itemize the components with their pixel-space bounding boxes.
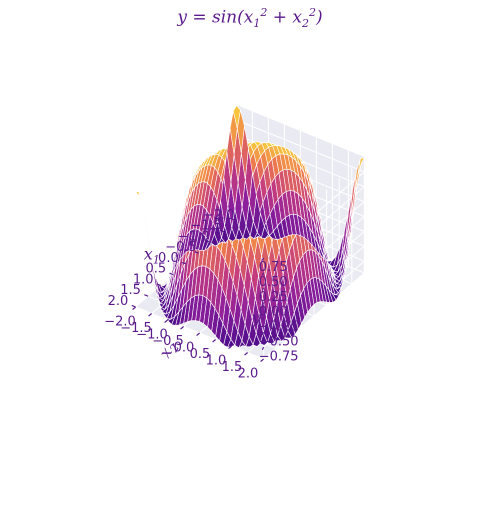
- y-tick-mark: [180, 326, 184, 330]
- y-tick-label: 0.5: [190, 347, 211, 362]
- z-tick-label: −0.50: [259, 334, 299, 349]
- y-tick-label: −2.0: [104, 314, 136, 329]
- z-axis-label: y: [251, 308, 262, 327]
- y-tick-label: −1.5: [120, 321, 152, 336]
- y-tick-mark: [244, 352, 248, 356]
- y-tick-mark: [212, 339, 216, 343]
- z-tick-label: 0.50: [259, 275, 288, 290]
- x-tick-mark: [219, 229, 225, 233]
- z-tick-label: 0.25: [259, 290, 288, 305]
- y-tick-label: −1.0: [136, 327, 168, 342]
- z-tick-label: −0.75: [259, 349, 299, 364]
- x-tick-label: 1.0: [133, 272, 154, 287]
- z-tick-label: 0.00: [259, 305, 288, 320]
- x-tick-mark: [194, 251, 199, 254]
- z-tick-mark: [261, 317, 265, 321]
- y-tick-label: 0.0: [174, 340, 195, 355]
- x-tick-label: 1.5: [120, 283, 141, 298]
- z-tick-mark: [261, 331, 265, 336]
- z-tick-mark: [261, 346, 265, 351]
- y-tick-mark: [148, 313, 152, 317]
- x-tick-mark: [207, 240, 212, 244]
- x-tick-mark: [181, 261, 187, 265]
- x-tick-label: 0.0: [158, 251, 179, 266]
- z-tick-mark: [261, 257, 265, 261]
- y-tick-mark: [228, 345, 232, 350]
- x-tick-label: 0.5: [145, 262, 166, 277]
- y-tick-label: 1.0: [206, 353, 227, 368]
- z-tick-mark: [261, 302, 265, 306]
- x-tick-label: −2.0: [203, 208, 235, 223]
- y-tick-mark: [196, 332, 200, 337]
- x-tick-label: −1.5: [190, 219, 222, 234]
- tick-labels: −2.0−1.5−1.0−0.50.00.51.01.52.0−2.0−1.5−…: [104, 208, 298, 381]
- chart-title: y = sin(x12 + x22): [177, 6, 323, 31]
- z-tick-mark: [261, 287, 265, 291]
- x-axis-label: x1: [144, 245, 160, 267]
- y-tick-label: −0.5: [152, 334, 184, 349]
- x-tick-mark: [131, 304, 136, 308]
- z-tick-label: −0.25: [259, 320, 299, 335]
- surface-mesh: [134, 105, 366, 349]
- z-tick-mark: [261, 272, 265, 276]
- y-tick-mark: [164, 319, 168, 324]
- y-tick-mark: [260, 358, 264, 363]
- x-tick-label: −0.5: [165, 240, 197, 255]
- x-tick-mark: [232, 218, 237, 222]
- x-tick-mark: [169, 272, 174, 276]
- x-tick-label: −1.0: [178, 229, 210, 244]
- x-tick-mark: [156, 283, 162, 287]
- y-tick-label: 2.0: [238, 366, 259, 381]
- y-tick-mark: [132, 306, 136, 311]
- y-tick-label: 1.5: [222, 360, 243, 375]
- x-tick-mark: [144, 294, 149, 297]
- z-tick-label: 0.75: [259, 260, 288, 275]
- x-tick-label: 2.0: [108, 294, 129, 309]
- surface-patch: [232, 105, 241, 129]
